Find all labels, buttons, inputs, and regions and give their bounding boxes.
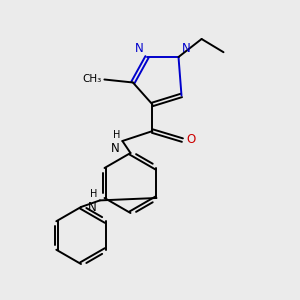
Text: H: H: [89, 189, 97, 199]
Text: CH₃: CH₃: [82, 74, 101, 85]
Text: N: N: [182, 42, 191, 55]
Text: N: N: [88, 201, 97, 214]
Text: N: N: [111, 142, 120, 154]
Text: N: N: [135, 42, 143, 55]
Text: O: O: [186, 133, 195, 146]
Text: H: H: [112, 130, 120, 140]
